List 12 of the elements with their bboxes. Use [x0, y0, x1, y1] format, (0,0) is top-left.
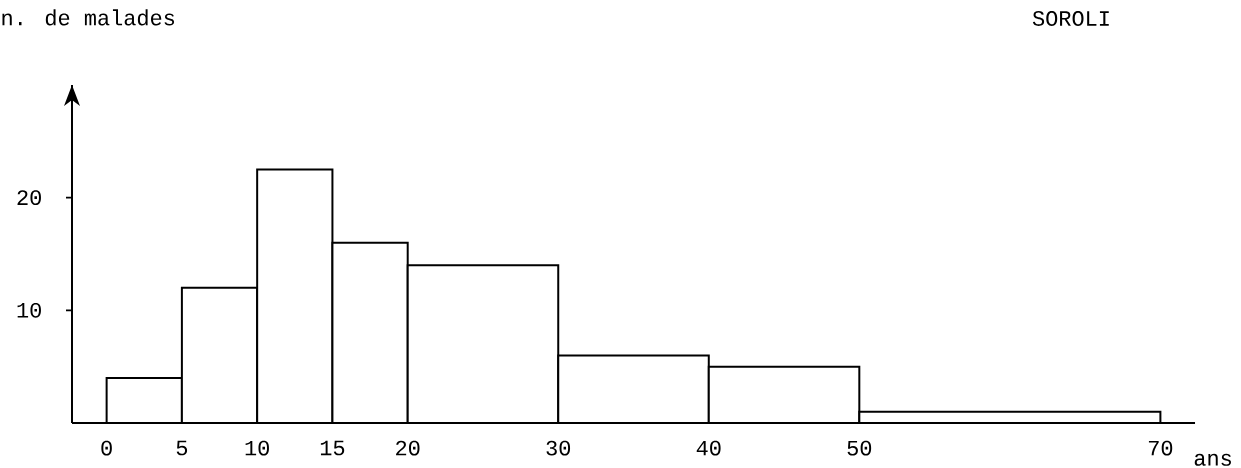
x-tick-label: 30 [546, 440, 571, 456]
x-tick-label: 10 [245, 440, 269, 456]
x-tick-label: 15 [320, 440, 345, 456]
y-axis-title: n. de malades [2, 9, 175, 26]
chart-title: SOROLI [1032, 11, 1109, 26]
x-tick-label: 5 [176, 440, 188, 456]
x-tick-label: 20 [396, 440, 420, 456]
x-tick-label: 40 [696, 440, 721, 456]
x-axis-title: ans [1194, 453, 1231, 466]
x-tick-label: 50 [847, 440, 872, 456]
x-tick-label: 0 [101, 440, 112, 456]
x-tick-label: 70 [1148, 440, 1173, 456]
